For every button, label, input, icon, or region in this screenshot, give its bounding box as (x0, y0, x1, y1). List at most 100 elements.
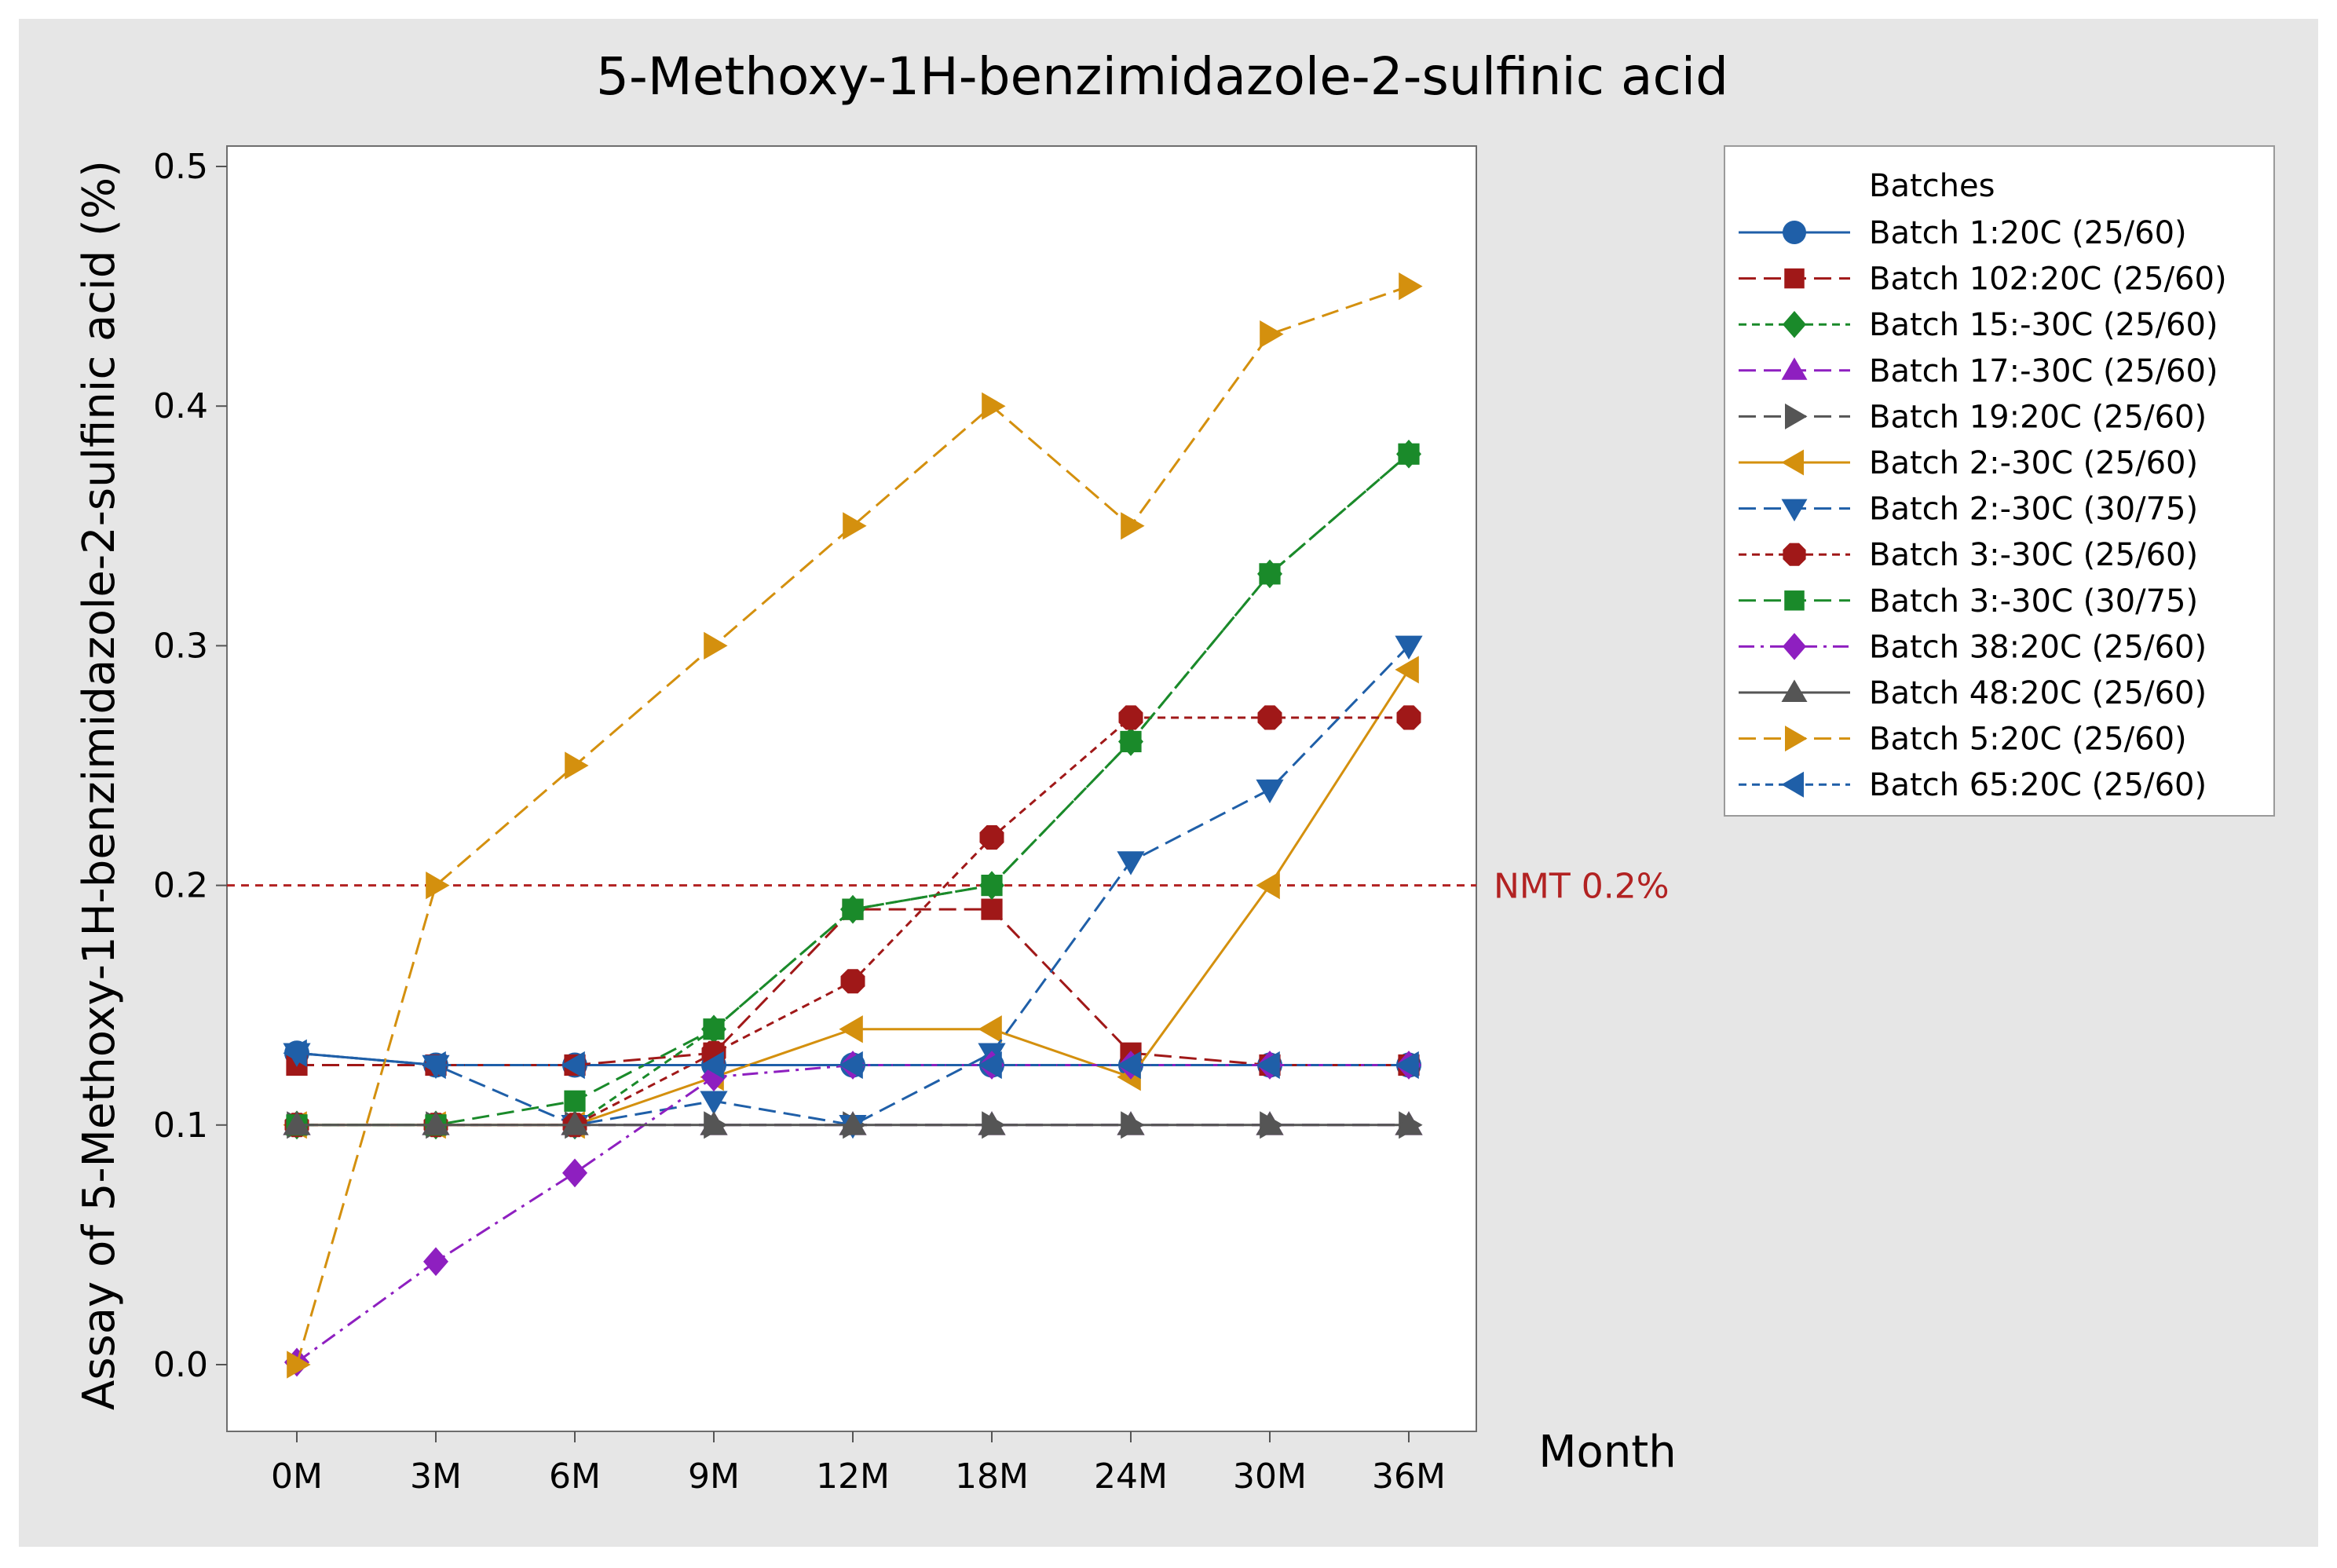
data-point (981, 875, 1003, 897)
series-13 (283, 1039, 1419, 1080)
legend-item: Batch 3:-30C (25/60) (1739, 537, 2198, 573)
reference-line-group: NMT 0.2% (227, 867, 1670, 907)
legend-label: Batch 38:20C (25/60) (1869, 629, 2207, 665)
legend-marker (1783, 221, 1806, 244)
x-axis-title: Month (1538, 1427, 1677, 1478)
legend-item: Batch 1:20C (25/60) (1739, 215, 2187, 251)
data-point (700, 1091, 728, 1115)
chart-title: 5-Methoxy-1H-benzimidazole-2-sulfinic ac… (596, 46, 1728, 107)
series-line (295, 285, 1410, 1365)
data-point (839, 1015, 863, 1044)
legend-marker (1784, 590, 1805, 611)
legend-item: Batch 3:-30C (30/75) (1739, 583, 2198, 620)
legend-marker (1783, 310, 1806, 338)
legend-item: Batch 102:20C (25/60) (1739, 261, 2227, 298)
data-point (982, 392, 1006, 420)
x-tick-label: 24M (1094, 1457, 1168, 1497)
data-point (978, 1015, 1002, 1044)
legend-marker (1784, 268, 1805, 289)
legend-box (1724, 145, 2275, 817)
data-point (1398, 443, 1420, 465)
data-point (283, 1111, 311, 1135)
data-point (1117, 1051, 1141, 1080)
data-point (565, 751, 589, 780)
legend-label: Batch 17:-30C (25/60) (1869, 353, 2218, 389)
data-point (1259, 563, 1281, 585)
data-point (1121, 512, 1145, 540)
y-tick-label: 0.1 (153, 1106, 208, 1146)
legend-item: Batch 5:20C (25/60) (1739, 722, 2187, 758)
y-tick-label: 0.5 (153, 147, 208, 187)
data-point (1117, 851, 1145, 875)
x-tick-label: 36M (1372, 1457, 1446, 1497)
legend-label: Batch 15:-30C (25/60) (1869, 307, 2218, 343)
y-tick-label: 0.0 (153, 1345, 208, 1385)
legend: Batches Batch 1:20C (25/60) Batch 102:20C… (1724, 145, 2275, 817)
x-tick-label: 6M (549, 1457, 601, 1497)
data-point (1396, 705, 1421, 730)
y-tick-label: 0.3 (153, 626, 208, 666)
data-point (1395, 1111, 1423, 1135)
legend-marker (1785, 726, 1808, 752)
legend-marker (1783, 633, 1806, 660)
data-point (704, 631, 728, 660)
legend-label: Batch 102:20C (25/60) (1869, 261, 2227, 298)
legend-item: Batch 17:-30C (25/60) (1739, 353, 2218, 389)
series-11 (283, 1111, 1423, 1135)
series-12 (287, 272, 1423, 1379)
data-point (423, 1247, 448, 1277)
data-point (1256, 872, 1280, 900)
x-tick-label: 9M (688, 1457, 740, 1497)
data-point (422, 1051, 446, 1080)
series-line (296, 645, 1410, 1127)
data-point (561, 1051, 585, 1080)
legend-item: Batch 2:-30C (25/60) (1739, 445, 2198, 481)
legend-label: Batch 2:-30C (25/60) (1869, 445, 2198, 481)
legend-marker (1781, 679, 1808, 702)
legend-title: Batches (1869, 168, 1995, 204)
data-point (843, 512, 867, 540)
data-point (840, 969, 865, 994)
data-point (700, 1051, 724, 1080)
legend-label: Batch 3:-30C (30/75) (1869, 583, 2198, 620)
legend-label: Batch 48:20C (25/60) (1869, 675, 2207, 711)
legend-items: Batch 1:20C (25/60) Batch 102:20C (25/60)… (1739, 215, 2227, 803)
data-point (1395, 1051, 1419, 1080)
x-tick-label: 30M (1233, 1457, 1307, 1497)
legend-label: Batch 5:20C (25/60) (1869, 722, 2187, 758)
legend-label: Batch 65:20C (25/60) (1869, 767, 2207, 803)
y-axis-title: Assay of 5-Methoxy-1H-benzimidazole-2-su… (74, 160, 125, 1410)
reference-line-label: NMT 0.2% (1494, 867, 1670, 907)
legend-item: Batch 48:20C (25/60) (1739, 675, 2207, 711)
data-point (700, 1111, 728, 1135)
data-point (842, 898, 864, 920)
legend-marker (1781, 499, 1808, 522)
legend-item: Batch 38:20C (25/60) (1739, 629, 2207, 665)
data-point (1117, 1111, 1145, 1135)
legend-marker (1783, 543, 1806, 566)
data-point (1118, 705, 1143, 730)
data-point (979, 825, 1004, 850)
data-point (839, 1051, 863, 1080)
data-point (1256, 779, 1284, 804)
legend-marker (1781, 357, 1808, 380)
y-tick-label: 0.4 (153, 386, 208, 426)
data-point (564, 1090, 586, 1112)
x-tick-label: 0M (271, 1457, 323, 1497)
legend-marker (1785, 403, 1808, 429)
x-tick-label: 12M (816, 1457, 890, 1497)
legend-item: Batch 15:-30C (25/60) (1739, 307, 2218, 343)
x-axis: 0M 3M 6M 9M 12M 18M 24M 30M 36M (271, 1431, 1446, 1497)
data-point (283, 1039, 307, 1067)
data-point (562, 1158, 587, 1188)
data-point (287, 1351, 311, 1379)
legend-marker (1781, 771, 1804, 798)
legend-item: Batch 19:20C (25/60) (1739, 399, 2207, 435)
data-point (422, 1111, 450, 1135)
x-tick-label: 3M (410, 1457, 462, 1497)
data-point (1256, 1111, 1284, 1135)
data-point (1395, 635, 1423, 660)
legend-label: Batch 3:-30C (25/60) (1869, 537, 2198, 573)
legend-label: Batch 2:-30C (30/75) (1869, 492, 2198, 528)
